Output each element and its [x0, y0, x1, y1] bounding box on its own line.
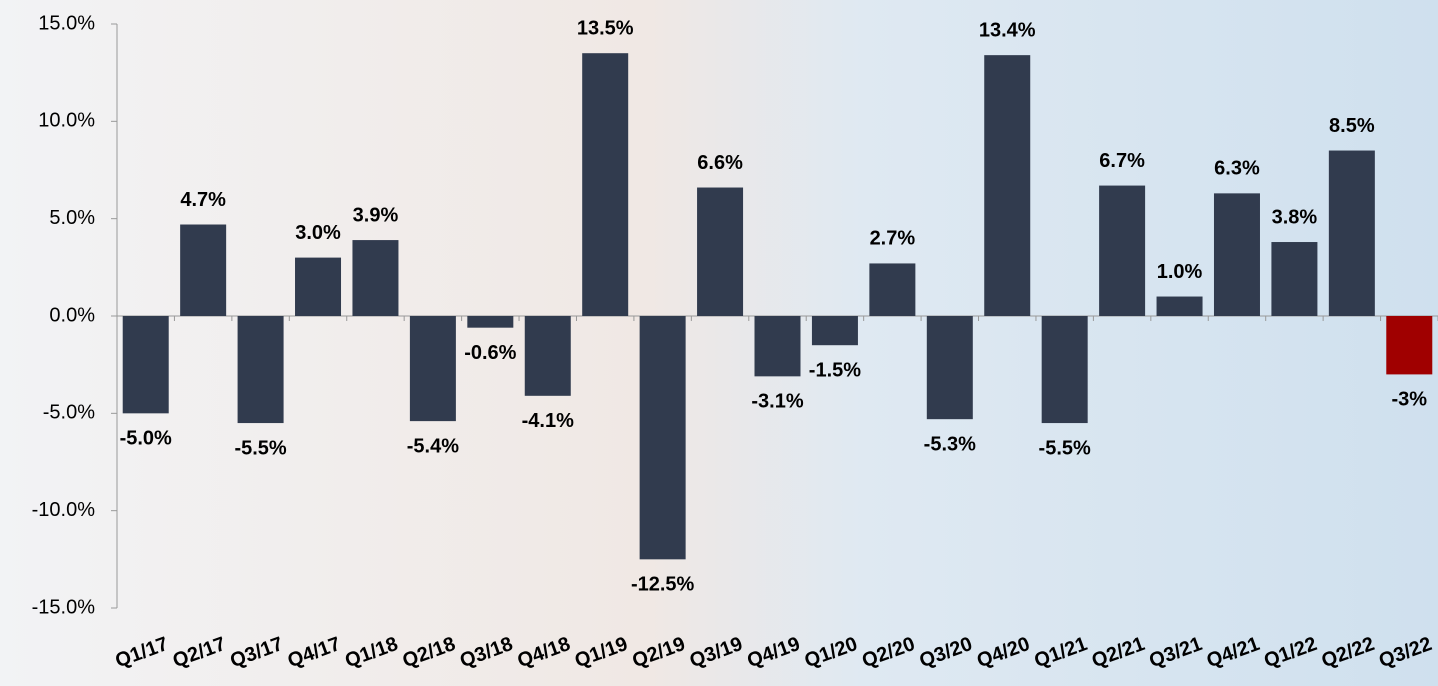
value-label: -5.3%: [924, 433, 976, 455]
value-label: -5.5%: [1039, 437, 1091, 459]
bar: [238, 316, 284, 423]
value-label: 13.4%: [979, 19, 1036, 41]
value-label: 3.8%: [1272, 206, 1318, 228]
bar: [295, 258, 341, 316]
background: [0, 0, 1438, 686]
chart: -15.0%-10.0%-5.0%0.0%5.0%10.0%15.0%Q1/17…: [0, 0, 1438, 686]
bar: [467, 316, 513, 328]
bar: [1157, 297, 1203, 316]
value-label: 3.9%: [353, 204, 399, 226]
bar: [525, 316, 571, 396]
bar: [1271, 242, 1317, 316]
y-tick-label: -10.0%: [32, 499, 96, 521]
bar: [123, 316, 169, 413]
y-tick-label: 15.0%: [38, 12, 95, 34]
value-label: -4.1%: [522, 410, 574, 432]
bar: [1329, 151, 1375, 316]
bar: [697, 188, 743, 316]
bar: [180, 225, 226, 316]
bar: [1042, 316, 1088, 423]
y-tick-label: -15.0%: [32, 596, 96, 618]
value-label: -3%: [1391, 389, 1427, 411]
bar: [927, 316, 973, 419]
y-tick-label: 0.0%: [49, 304, 95, 326]
page: -15.0%-10.0%-5.0%0.0%5.0%10.0%15.0%Q1/17…: [0, 0, 1438, 686]
bar: [582, 53, 628, 316]
bar: [1099, 186, 1145, 316]
value-label: -12.5%: [631, 574, 695, 596]
bar: [812, 316, 858, 345]
value-label: 13.5%: [577, 17, 634, 39]
bar: [640, 316, 686, 559]
value-label: 8.5%: [1329, 115, 1375, 137]
value-label: 4.7%: [180, 189, 226, 211]
value-label: 1.0%: [1157, 261, 1203, 283]
value-label: -3.1%: [751, 391, 803, 413]
value-label: 3.0%: [295, 222, 341, 244]
bar: [1386, 316, 1432, 374]
bar: [352, 240, 398, 316]
y-tick-label: -5.0%: [43, 402, 95, 424]
bar: [984, 55, 1030, 316]
bar: [410, 316, 456, 421]
value-label: -0.6%: [464, 342, 516, 364]
value-label: -1.5%: [809, 359, 861, 381]
value-label: 6.3%: [1214, 158, 1260, 180]
value-label: -5.0%: [120, 428, 172, 450]
value-label: -5.5%: [234, 437, 286, 459]
value-label: -5.4%: [407, 435, 459, 457]
value-label: 6.7%: [1099, 150, 1145, 172]
y-tick-label: 10.0%: [38, 110, 95, 132]
bar: [755, 316, 801, 376]
bar: [869, 263, 915, 316]
y-tick-label: 5.0%: [49, 207, 95, 229]
value-label: 6.6%: [697, 152, 743, 174]
value-label: 2.7%: [870, 228, 916, 250]
bar: [1214, 193, 1260, 316]
